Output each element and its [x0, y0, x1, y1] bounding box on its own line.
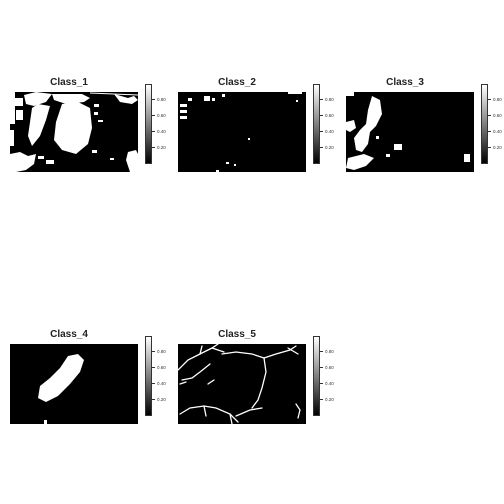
colorbar-tick [152, 115, 155, 116]
colorbar-tick-label: 0.80 [325, 349, 334, 354]
colorbar-tick [320, 383, 323, 384]
colorbar-tick [152, 383, 155, 384]
panel-title: Class_1 [50, 77, 88, 88]
panel-class-3: Class_3 0.20 0.40 0.60 0.80 [336, 76, 504, 216]
colorbar [313, 336, 320, 416]
colorbar-tick-label: 0.20 [325, 145, 334, 150]
colorbar-tick-label: 0.40 [325, 129, 334, 134]
colorbar-tick-label: 0.80 [493, 97, 502, 102]
panel-class-5: Class_5 [168, 328, 336, 468]
colorbar-tick [320, 131, 323, 132]
colorbar [145, 84, 152, 164]
colorbar-tick-label: 0.60 [157, 113, 166, 118]
colorbar-tick-label: 0.80 [157, 97, 166, 102]
colorbar-tick [152, 131, 155, 132]
colorbar-tick-label: 0.60 [157, 365, 166, 370]
raster-map [10, 344, 138, 424]
colorbar-tick-label: 0.60 [325, 113, 334, 118]
colorbar-tick [488, 99, 491, 100]
colorbar-tick-label: 0.40 [157, 381, 166, 386]
colorbar-tick [152, 99, 155, 100]
panel-title: Class_3 [386, 77, 424, 88]
colorbar-tick-label: 0.60 [325, 365, 334, 370]
raster-map [10, 92, 138, 172]
panel-title: Class_2 [218, 77, 256, 88]
panel-class-1: Class_1 [0, 76, 168, 216]
colorbar-tick [320, 99, 323, 100]
colorbar-tick [488, 131, 491, 132]
panel-title: Class_4 [50, 329, 88, 340]
colorbar-tick [488, 115, 491, 116]
colorbar-tick-label: 0.40 [157, 129, 166, 134]
colorbar-tick-label: 0.20 [157, 145, 166, 150]
panel-class-2: Class_2 0.20 0.40 [168, 76, 336, 216]
panel-title: Class_5 [218, 329, 256, 340]
colorbar-tick-label: 0.20 [157, 397, 166, 402]
colorbar-tick [152, 367, 155, 368]
colorbar-tick [152, 399, 155, 400]
colorbar-tick-label: 0.20 [493, 145, 502, 150]
colorbar-tick [152, 147, 155, 148]
colorbar-tick [320, 147, 323, 148]
colorbar-tick-label: 0.20 [325, 397, 334, 402]
raster-map [178, 344, 306, 424]
colorbar-tick-label: 0.80 [157, 349, 166, 354]
colorbar-tick [320, 115, 323, 116]
colorbar-tick [320, 351, 323, 352]
colorbar-tick [152, 351, 155, 352]
raster-map [178, 92, 306, 172]
colorbar-tick-label: 0.40 [325, 381, 334, 386]
colorbar-tick [320, 399, 323, 400]
colorbar-tick-label: 0.60 [493, 113, 502, 118]
colorbar-tick [488, 147, 491, 148]
colorbar-tick-label: 0.40 [493, 129, 502, 134]
colorbar-tick [320, 367, 323, 368]
raster-map [346, 92, 474, 172]
colorbar-tick-label: 0.80 [325, 97, 334, 102]
colorbar [145, 336, 152, 416]
colorbar [313, 84, 320, 164]
colorbar [481, 84, 488, 164]
panel-class-4: Class_4 0.20 0.40 0.60 0.80 [0, 328, 168, 468]
